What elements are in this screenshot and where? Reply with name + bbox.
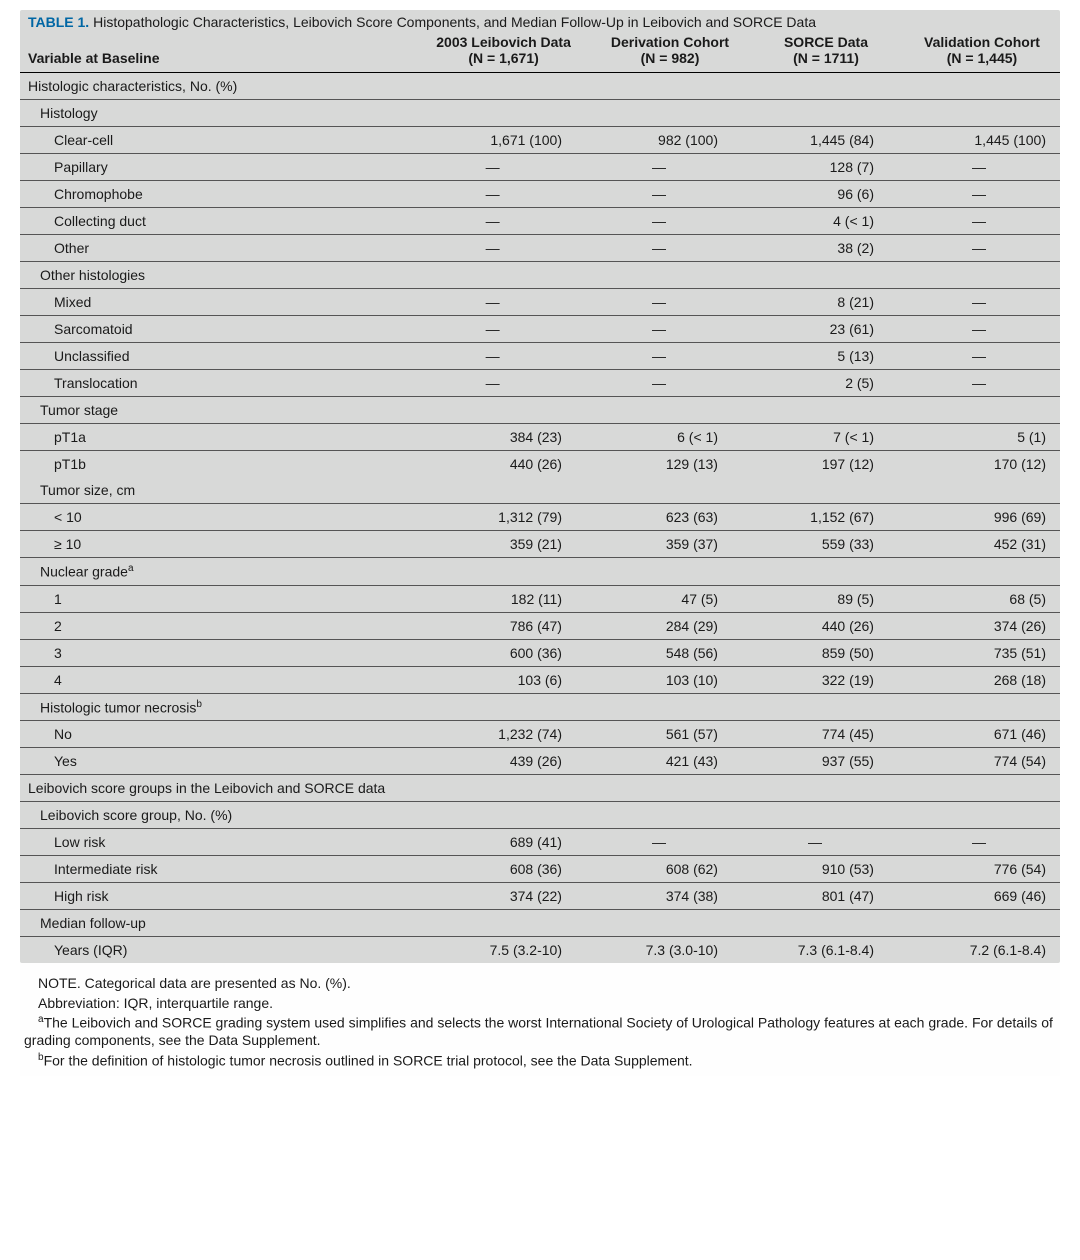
col-sorce: SORCE Data (N = 1711): [748, 32, 904, 73]
table-row: Mixed — — 8 (21) —: [20, 289, 1060, 316]
table-row: 1 182 (11) 47 (5) 89 (5) 68 (5): [20, 585, 1060, 612]
table-row: pT1b 440 (26) 129 (13) 197 (12) 170 (12): [20, 451, 1060, 478]
section-necrosis: Histologic tumor necrosisb: [20, 693, 1060, 721]
section-nuclear-grade: Nuclear gradea: [20, 558, 1060, 586]
section-median-followup: Median follow-up: [20, 910, 1060, 937]
table-container: TABLE 1. Histopathologic Characteristics…: [20, 10, 1060, 963]
table-title: TABLE 1. Histopathologic Characteristics…: [20, 10, 1060, 32]
table-row: Unclassified — — 5 (13) —: [20, 343, 1060, 370]
table-row: 3 600 (36) 548 (56) 859 (50) 735 (51): [20, 639, 1060, 666]
col-derivation: Derivation Cohort (N = 982): [592, 32, 748, 73]
col-variable: Variable at Baseline: [20, 32, 415, 73]
section-tumor-stage: Tumor stage: [20, 397, 1060, 424]
table-row: Years (IQR) 7.5 (3.2-10) 7.3 (3.0-10) 7.…: [20, 937, 1060, 964]
table-row: No 1,232 (74) 561 (57) 774 (45) 671 (46): [20, 721, 1060, 748]
table-row: 2 786 (47) 284 (29) 440 (26) 374 (26): [20, 612, 1060, 639]
table-row: Chromophobe — — 96 (6) —: [20, 181, 1060, 208]
note-line: aThe Leibovich and SORCE grading system …: [24, 1014, 1056, 1050]
table-row: ≥ 10 359 (21) 359 (37) 559 (33) 452 (31): [20, 531, 1060, 558]
section-histology: Histology: [20, 100, 1060, 127]
table-row: < 10 1,312 (79) 623 (63) 1,152 (67) 996 …: [20, 504, 1060, 531]
table-row: Translocation — — 2 (5) —: [20, 370, 1060, 397]
table-row: Yes 439 (26) 421 (43) 937 (55) 774 (54): [20, 748, 1060, 775]
table-row: pT1a 384 (23) 6 (< 1) 7 (< 1) 5 (1): [20, 424, 1060, 451]
col-validation: Validation Cohort (N = 1,445): [904, 32, 1060, 73]
table-row: Papillary — — 128 (7) —: [20, 154, 1060, 181]
section-hist-char: Histologic characteristics, No. (%): [20, 73, 1060, 100]
table-row: Clear-cell 1,671 (100) 982 (100) 1,445 (…: [20, 127, 1060, 154]
note-line: bFor the definition of histologic tumor …: [24, 1052, 1056, 1070]
section-leibovich-groups: Leibovich score groups in the Leibovich …: [20, 775, 1060, 802]
table-row: Intermediate risk 608 (36) 608 (62) 910 …: [20, 856, 1060, 883]
col-leibovich-2003: 2003 Leibovich Data (N = 1,671): [415, 32, 592, 73]
section-tumor-size: Tumor size, cm: [20, 477, 1060, 504]
table-title-text: Histopathologic Characteristics, Leibovi…: [93, 14, 816, 30]
table-row: Low risk 689 (41) — — —: [20, 829, 1060, 856]
data-table: Variable at Baseline 2003 Leibovich Data…: [20, 32, 1060, 963]
section-leibovich-sub: Leibovich score group, No. (%): [20, 802, 1060, 829]
note-line: NOTE. Categorical data are presented as …: [24, 975, 1056, 993]
table-row: Collecting duct — — 4 (< 1) —: [20, 208, 1060, 235]
table-row: High risk 374 (22) 374 (38) 801 (47) 669…: [20, 883, 1060, 910]
note-line: Abbreviation: IQR, interquartile range.: [24, 995, 1056, 1013]
table-notes: NOTE. Categorical data are presented as …: [20, 963, 1060, 1076]
header-row: Variable at Baseline 2003 Leibovich Data…: [20, 32, 1060, 73]
table-row: Other — — 38 (2) —: [20, 235, 1060, 262]
section-other-histologies: Other histologies: [20, 262, 1060, 289]
table-number: TABLE 1.: [28, 14, 89, 30]
table-row: 4 103 (6) 103 (10) 322 (19) 268 (18): [20, 666, 1060, 693]
table-row: Sarcomatoid — — 23 (61) —: [20, 316, 1060, 343]
